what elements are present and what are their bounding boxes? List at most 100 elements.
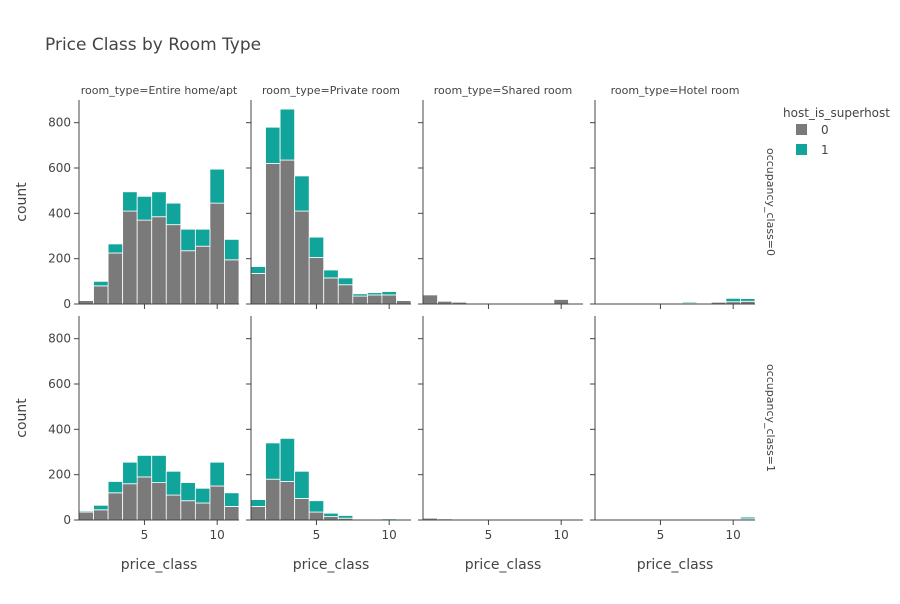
bar-superhost-0	[423, 295, 438, 304]
bar-superhost-1	[166, 471, 181, 495]
bar-superhost-1	[353, 294, 368, 296]
bar-superhost-1	[309, 501, 324, 512]
bar-superhost-0	[396, 301, 411, 304]
legend-item[interactable]: 0	[796, 123, 829, 137]
legend-item[interactable]: 1	[796, 143, 829, 157]
bar-superhost-1	[740, 299, 755, 302]
x-axis-title: price_class	[293, 557, 370, 573]
legend-label: 1	[821, 143, 829, 157]
bar-superhost-0	[94, 510, 109, 520]
y-tick-label: 800	[48, 332, 71, 346]
bar-superhost-1	[224, 493, 239, 507]
bar-superhost-1	[210, 462, 225, 486]
y-tick-label: 400	[48, 422, 71, 436]
bar-superhost-1	[123, 462, 138, 484]
legend-title: host_is_superhost	[783, 106, 890, 120]
bar-superhost-1	[166, 203, 181, 225]
bar-superhost-1	[123, 192, 138, 211]
y-axis-title: count	[14, 182, 30, 222]
bar-superhost-1	[726, 298, 741, 301]
bar-superhost-0	[280, 160, 295, 304]
bar-superhost-1	[266, 127, 281, 163]
facet-col-label: room_type=Shared room	[434, 84, 572, 97]
bar-superhost-0	[152, 217, 167, 304]
bar-superhost-1	[266, 443, 281, 479]
legend-swatch	[796, 144, 807, 155]
bar-superhost-0	[224, 260, 239, 304]
facet-panel: room_type=Private room	[246, 84, 411, 309]
y-tick-label: 400	[48, 206, 71, 220]
bar-superhost-0	[123, 484, 138, 520]
bar-superhost-0	[324, 517, 339, 520]
facet-col-label: room_type=Private room	[262, 84, 400, 97]
bar-superhost-1	[280, 438, 295, 481]
bar-superhost-0	[367, 295, 382, 304]
bar-superhost-1	[740, 517, 755, 519]
bar-superhost-1	[367, 293, 382, 295]
bar-superhost-0	[324, 278, 339, 304]
legend: host_is_superhost 0 1	[783, 106, 890, 157]
bar-superhost-1	[79, 511, 94, 512]
bar-superhost-0	[152, 483, 167, 520]
bar-superhost-1	[94, 281, 109, 286]
x-tick-label: 5	[313, 528, 321, 542]
y-tick-label: 600	[48, 161, 71, 175]
bar-superhost-1	[108, 481, 123, 492]
bar-superhost-1	[309, 237, 324, 257]
facet-col-label: room_type=Entire home/apt	[81, 84, 238, 97]
bar-superhost-1	[324, 270, 339, 278]
bar-superhost-0	[108, 493, 123, 520]
facet-row-label: occupancy_class=0	[764, 148, 777, 256]
bar-superhost-1	[137, 196, 152, 220]
facet-col-label: room_type=Hotel room	[611, 84, 740, 97]
bar-superhost-1	[195, 488, 210, 503]
bar-superhost-1	[94, 505, 109, 510]
bar-superhost-0	[353, 296, 368, 304]
bar-superhost-0	[137, 220, 152, 304]
bar-superhost-0	[166, 495, 181, 520]
x-axis-title: price_class	[637, 557, 714, 573]
bar-superhost-0	[210, 203, 225, 304]
bar-superhost-1	[137, 455, 152, 477]
x-tick-label: 10	[382, 528, 397, 542]
bar-superhost-0	[266, 163, 281, 304]
bar-superhost-1	[295, 176, 310, 211]
bar-superhost-1	[108, 244, 123, 253]
bar-superhost-0	[79, 512, 94, 520]
panels-layer: 0 200 400 600 800 room_type=Entire home/apt co…	[14, 84, 777, 573]
bar-superhost-0	[137, 477, 152, 520]
facet-row-label: occupancy_class=1	[764, 364, 777, 472]
bar-superhost-1	[195, 229, 210, 246]
bar-superhost-1	[382, 292, 397, 295]
bar-superhost-1	[224, 239, 239, 259]
x-axis-title: price_class	[465, 557, 542, 573]
bar-superhost-0	[295, 211, 310, 304]
y-tick-label: 200	[48, 252, 71, 266]
bar-superhost-1	[682, 302, 697, 303]
y-tick-label: 0	[63, 297, 71, 311]
bar-superhost-0	[309, 512, 324, 520]
x-axis-title: price_class	[121, 557, 198, 573]
legend-swatch	[796, 124, 807, 135]
y-tick-label: 200	[48, 468, 71, 482]
bar-superhost-0	[224, 506, 239, 520]
bar-superhost-0	[123, 211, 138, 304]
chart-title: Price Class by Room Type	[45, 35, 261, 55]
facet-panel: room_type=Shared room	[418, 84, 583, 309]
bar-superhost-0	[338, 285, 353, 304]
bar-superhost-1	[338, 278, 353, 285]
bar-superhost-1	[280, 109, 295, 160]
bar-superhost-1	[181, 229, 196, 251]
bar-superhost-1	[152, 192, 167, 217]
x-tick-label: 5	[485, 528, 493, 542]
bar-superhost-0	[251, 506, 266, 520]
y-tick-label: 0	[63, 513, 71, 527]
bar-superhost-0	[181, 501, 196, 520]
bar-superhost-0	[181, 251, 196, 304]
